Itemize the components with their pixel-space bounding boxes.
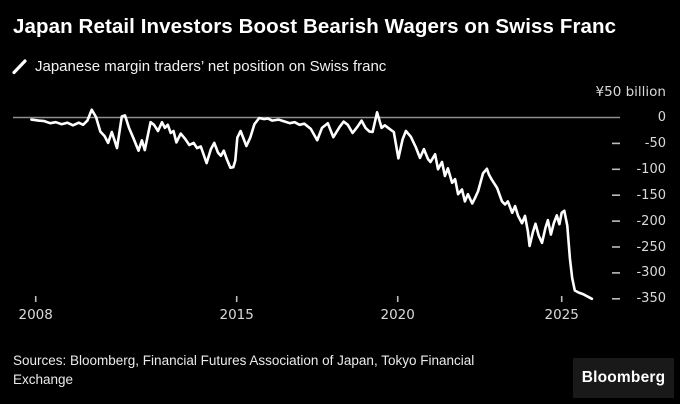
bloomberg-logo: Bloomberg bbox=[573, 358, 674, 398]
series-line bbox=[30, 108, 594, 301]
y-axis-label: -300 bbox=[636, 265, 666, 281]
series-key-icon bbox=[12, 58, 27, 74]
y-axis-label: -50 bbox=[644, 135, 666, 151]
sources-note: Sources: Bloomberg, Financial Futures As… bbox=[13, 353, 475, 387]
page-title: Japan Retail Investors Boost Bearish Wag… bbox=[13, 15, 617, 38]
y-axis-label: 0 bbox=[657, 110, 666, 125]
x-axis-label: 2015 bbox=[219, 307, 254, 323]
series-legend: Japanese margin traders’ net position on… bbox=[12, 58, 386, 75]
series-legend-label: Japanese margin traders’ net position on… bbox=[35, 58, 387, 75]
y-axis-label: -350 bbox=[636, 291, 666, 307]
y-axis-label: -150 bbox=[636, 187, 666, 203]
y-axis-label: -200 bbox=[636, 213, 666, 229]
y-axis-unit-label: ¥50 billion bbox=[595, 84, 666, 100]
x-axis-label: 2008 bbox=[18, 307, 53, 323]
bloomberg-logo-text: Bloomberg bbox=[581, 369, 666, 386]
x-axis-label: 2020 bbox=[380, 307, 415, 323]
y-axis-label: -250 bbox=[636, 239, 666, 255]
y-axis-label: -100 bbox=[636, 161, 666, 177]
x-axis-label: 2025 bbox=[544, 307, 579, 323]
